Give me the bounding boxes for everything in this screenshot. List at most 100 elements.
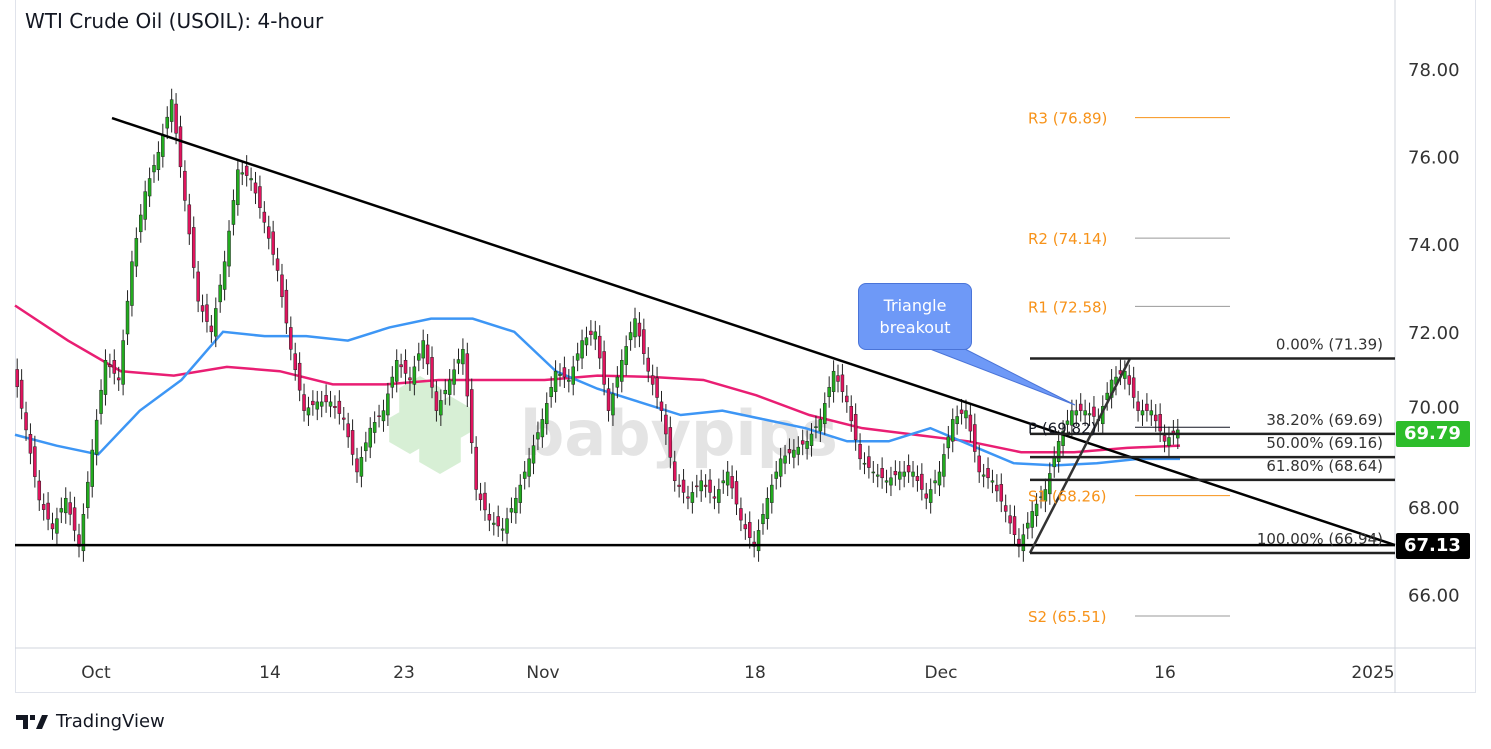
candle-up (540, 419, 545, 438)
candle-down (271, 231, 275, 255)
candle-up (690, 492, 695, 503)
candle-up (125, 300, 130, 335)
candle-up (558, 373, 562, 376)
candle-down (262, 211, 267, 223)
candle-down (999, 484, 1004, 502)
y-tick-label: 66.00 (1408, 586, 1460, 607)
candle-down (377, 415, 381, 417)
candle-up (55, 518, 59, 534)
candle-up (364, 442, 368, 452)
y-tick-label: 70.00 (1408, 397, 1460, 418)
candle-up (796, 446, 801, 455)
candle-down (1092, 406, 1096, 417)
candle-up (756, 530, 761, 552)
candle-up (249, 178, 253, 181)
candle-up (509, 508, 514, 513)
candle-down (646, 357, 650, 372)
candle-up (222, 261, 227, 290)
candle-up (805, 441, 809, 449)
candle-up (94, 419, 99, 455)
candle-down (743, 524, 748, 530)
candle-up (130, 261, 134, 306)
x-tick-label: 18 (744, 663, 766, 683)
candle-down (973, 424, 977, 452)
candle-down (187, 204, 192, 235)
candle-down (650, 375, 655, 385)
x-tick-label: Nov (526, 663, 559, 683)
candle-down (434, 391, 439, 411)
candle-down (986, 468, 990, 479)
candle-up (1083, 410, 1087, 416)
candle-up (814, 426, 818, 428)
candle-up (156, 151, 161, 170)
candle-down (465, 353, 470, 397)
y-tick-label: 76.00 (1408, 148, 1460, 169)
candle-down (258, 186, 262, 208)
candle-up (624, 346, 628, 365)
candle-up (412, 366, 417, 385)
candle-down (1158, 414, 1162, 432)
candle-up (580, 340, 584, 359)
candle-up (942, 454, 946, 477)
candle-up (765, 497, 770, 519)
candle-up (456, 359, 461, 364)
candle-up (628, 332, 633, 341)
candle-down (487, 514, 492, 521)
tradingview-brand[interactable]: TradingView (16, 711, 165, 732)
candle-down (244, 165, 249, 176)
candle-up (531, 445, 536, 464)
candle-down (1003, 505, 1008, 512)
candle-down (342, 417, 346, 420)
candle-down (1008, 515, 1012, 524)
candle-up (981, 474, 986, 477)
candle-up (359, 457, 364, 477)
descending-trendline (111, 116, 1396, 547)
candle-up (725, 471, 730, 486)
candle-down (1153, 414, 1158, 422)
candle-down (1012, 516, 1017, 535)
candle-up (615, 376, 620, 388)
candle-up (871, 471, 876, 474)
candle-down (849, 406, 853, 422)
candle-down (968, 414, 973, 432)
candle-up (240, 172, 245, 175)
candle-up (169, 99, 174, 122)
candle-up (99, 389, 103, 414)
candle-up (447, 379, 452, 395)
candle-up (121, 340, 125, 385)
candle-down (800, 440, 805, 445)
candle-down (19, 379, 24, 409)
candle-up (417, 353, 421, 361)
candle-up (394, 360, 399, 382)
candle-up (567, 379, 571, 382)
candle-down (602, 351, 606, 385)
candle-down (597, 335, 602, 359)
candle-up (1149, 410, 1154, 416)
candle-up (218, 284, 222, 303)
x-tick-label: 14 (259, 663, 281, 683)
candle-down (995, 484, 999, 492)
candle-down (191, 227, 196, 268)
candle-down (297, 362, 302, 391)
candle-up (231, 200, 236, 225)
candle-down (1162, 435, 1167, 442)
candle-down (1145, 403, 1149, 411)
candle-down (50, 523, 55, 530)
brand-name: TradingView (56, 711, 165, 732)
ma-pink-line (14, 304, 1181, 454)
chart-title: WTI Crude Oil (USOIL): 4-hour (25, 9, 324, 33)
candle-down (200, 305, 205, 312)
candle-down (275, 258, 280, 271)
candle-up (990, 480, 995, 483)
candle-up (421, 340, 425, 359)
candle-up (1105, 392, 1109, 400)
candle-up (937, 471, 942, 486)
candle-down (924, 493, 929, 499)
candle-down (355, 458, 359, 473)
candle-up (571, 366, 575, 385)
candle-down (324, 395, 328, 403)
candle-up (1021, 534, 1026, 552)
pivot-label: R2 (74.14) (1028, 230, 1107, 248)
candle-up (461, 349, 465, 365)
